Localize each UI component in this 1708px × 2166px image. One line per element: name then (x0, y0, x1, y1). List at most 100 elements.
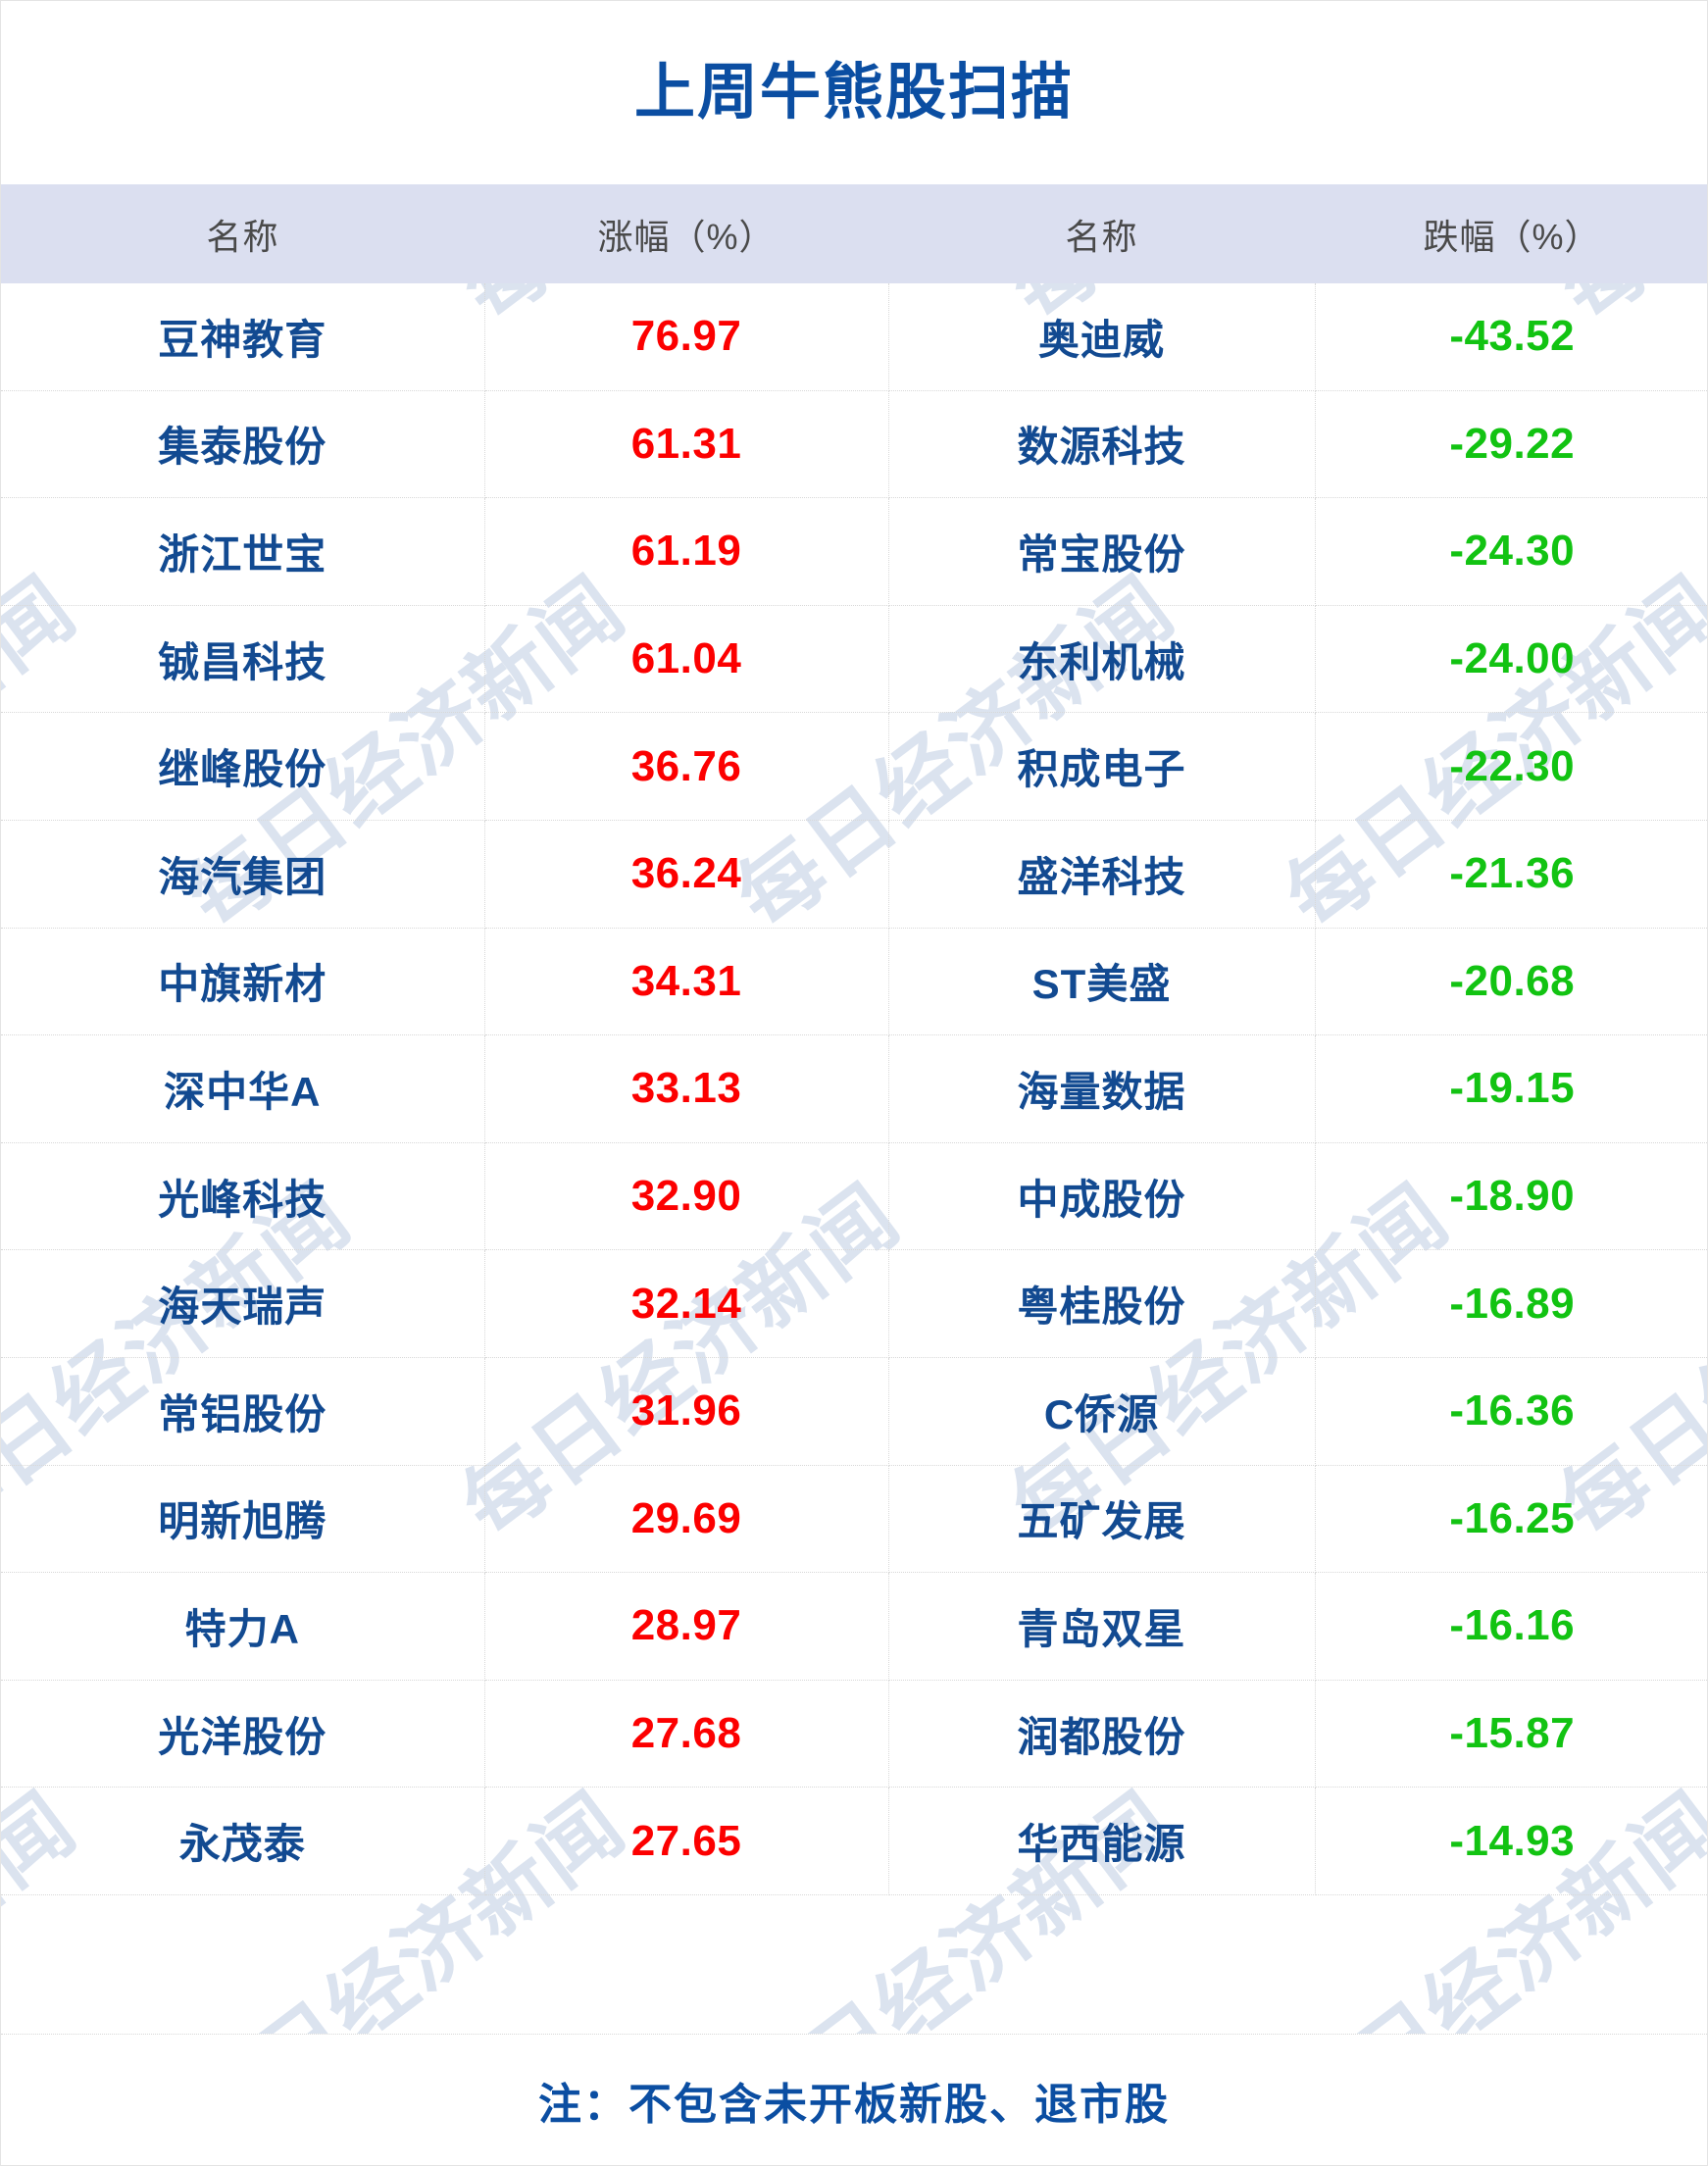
cell-loser-name: 润都股份 (888, 1680, 1316, 1788)
cell-gain-percent: 76.97 (484, 283, 889, 391)
cell-gain-percent: 29.69 (484, 1465, 889, 1574)
cell-loser-name-text: 积成电子 (1017, 746, 1186, 793)
cell-gainer-name-text: 永茂泰 (178, 1821, 306, 1868)
cell-gainer-name-text: 光洋股份 (158, 1713, 327, 1760)
cell-gain-percent-text: 61.19 (630, 527, 742, 576)
cell-gain-percent: 32.90 (484, 1142, 889, 1251)
cell-loss-percent: -16.25 (1315, 1465, 1707, 1574)
cell-loss-percent: -18.90 (1315, 1142, 1707, 1251)
cell-loser-name-text: 五矿发展 (1017, 1498, 1186, 1545)
cell-gain-percent: 27.65 (484, 1787, 889, 1895)
cell-gainer-name: 永茂泰 (1, 1787, 485, 1895)
column-header-gain-percent: 涨幅（%） (484, 184, 888, 283)
cell-loss-percent-text: -14.93 (1449, 1816, 1576, 1865)
cell-gainer-name: 豆神教育 (1, 283, 485, 391)
table-row: 浙江世宝 61.19 常宝股份 -24.30 (1, 497, 1707, 606)
cell-loss-percent: -21.36 (1315, 820, 1707, 929)
table-body: 豆神教育 76.97 奥迪威 -43.52 集泰股份 61.31 数源科技 -29.22 浙江世… (1, 283, 1707, 1895)
cell-gainer-name: 铖昌科技 (1, 605, 485, 714)
cell-loss-percent: -16.89 (1315, 1249, 1707, 1358)
cell-loser-name-text: 华西能源 (1017, 1821, 1186, 1868)
cell-gainer-name-text: 深中华A (164, 1068, 322, 1115)
cell-loss-percent-text: -15.87 (1449, 1709, 1576, 1758)
cell-gainer-name-text: 海汽集团 (158, 853, 327, 900)
cell-gain-percent-text: 27.65 (630, 1816, 742, 1865)
cell-gainer-name: 海汽集团 (1, 820, 485, 929)
cell-loser-name: 东利机械 (888, 605, 1316, 714)
cell-loss-percent: -43.52 (1315, 283, 1707, 391)
cell-loser-name: 青岛双星 (888, 1572, 1316, 1681)
cell-loser-name: ST美盛 (888, 928, 1316, 1036)
cell-loss-percent: -22.30 (1315, 712, 1707, 821)
cell-gain-percent-text: 29.69 (630, 1493, 742, 1542)
cell-gain-percent-text: 36.76 (630, 741, 742, 790)
cell-loss-percent: -16.36 (1315, 1357, 1707, 1466)
column-header-gainer-name: 名称 (1, 184, 484, 283)
cell-loss-percent: -14.93 (1315, 1787, 1707, 1895)
cell-loss-percent-text: -16.89 (1449, 1279, 1576, 1328)
cell-gain-percent: 31.96 (484, 1357, 889, 1466)
cell-gain-percent: 36.24 (484, 820, 889, 929)
footnote-bar: 注：不包含未开板新股、退市股 (1, 2034, 1707, 2165)
cell-loser-name-text: 数源科技 (1017, 424, 1186, 471)
cell-loss-percent-text: -16.36 (1449, 1386, 1576, 1436)
cell-loser-name: C侨源 (888, 1357, 1316, 1466)
cell-gainer-name-text: 豆神教育 (158, 316, 327, 363)
cell-loser-name-text: 东利机械 (1017, 638, 1186, 685)
cell-gain-percent-text: 27.68 (630, 1709, 742, 1758)
cell-gain-percent: 32.14 (484, 1249, 889, 1358)
cell-loss-percent: -20.68 (1315, 928, 1707, 1036)
cell-gain-percent-text: 34.31 (630, 956, 742, 1005)
table-row: 深中华A 33.13 海量数据 -19.15 (1, 1034, 1707, 1143)
cell-gain-percent: 61.31 (484, 390, 889, 499)
cell-loss-percent-text: -21.36 (1449, 849, 1576, 898)
cell-loss-percent: -19.15 (1315, 1034, 1707, 1143)
table-row: 明新旭腾 29.69 五矿发展 -16.25 (1, 1465, 1707, 1574)
cell-gainer-name-text: 海天瑞声 (158, 1284, 327, 1331)
cell-gainer-name-text: 中旗新材 (158, 961, 327, 1008)
cell-loss-percent-text: -24.00 (1449, 634, 1576, 683)
cell-loser-name: 粤桂股份 (888, 1249, 1316, 1358)
cell-loser-name-text: C侨源 (1043, 1390, 1160, 1437)
cell-gainer-name: 集泰股份 (1, 390, 485, 499)
cell-loss-percent: -24.00 (1315, 605, 1707, 714)
cell-loser-name: 积成电子 (888, 712, 1316, 821)
cell-gainer-name: 中旗新材 (1, 928, 485, 1036)
bull-bear-table: 名称 涨幅（%） 名称 跌幅（%） 豆神教育 76.97 奥迪威 -43.52 集泰股份… (1, 184, 1707, 1895)
cell-gain-percent-text: 36.24 (630, 849, 742, 898)
cell-loser-name-text: 粤桂股份 (1017, 1284, 1186, 1331)
page-title: 上周牛熊股扫描 (633, 58, 1074, 126)
table-row: 永茂泰 27.65 华西能源 -14.93 (1, 1787, 1707, 1895)
cell-gainer-name-text: 铖昌科技 (158, 638, 327, 685)
card-title-bar: 上周牛熊股扫描 (1, 1, 1707, 184)
cell-loss-percent-text: -16.25 (1449, 1493, 1576, 1542)
cell-loss-percent-text: -43.52 (1449, 312, 1576, 361)
cell-loser-name: 盛洋科技 (888, 820, 1316, 929)
cell-loser-name: 中成股份 (888, 1142, 1316, 1251)
cell-gain-percent-text: 32.90 (630, 1172, 742, 1221)
cell-gainer-name-text: 浙江世宝 (158, 530, 327, 578)
cell-loss-percent-text: -22.30 (1449, 741, 1576, 790)
table-row: 光洋股份 27.68 润都股份 -15.87 (1, 1680, 1707, 1788)
cell-loser-name-text: 青岛双星 (1017, 1605, 1186, 1652)
cell-loser-name-text: 常宝股份 (1017, 530, 1186, 578)
table-row: 光峰科技 32.90 中成股份 -18.90 (1, 1142, 1707, 1251)
cell-gain-percent: 33.13 (484, 1034, 889, 1143)
cell-gain-percent: 27.68 (484, 1680, 889, 1788)
cell-gain-percent: 61.04 (484, 605, 889, 714)
cell-gainer-name: 特力A (1, 1572, 485, 1681)
table-row: 豆神教育 76.97 奥迪威 -43.52 (1, 283, 1707, 391)
cell-gainer-name: 海天瑞声 (1, 1249, 485, 1358)
cell-gain-percent: 28.97 (484, 1572, 889, 1681)
cell-loser-name: 常宝股份 (888, 497, 1316, 606)
cell-loser-name-text: 奥迪威 (1037, 316, 1165, 363)
table-row: 特力A 28.97 青岛双星 -16.16 (1, 1572, 1707, 1681)
cell-gain-percent-text: 28.97 (630, 1601, 742, 1650)
cell-gainer-name: 深中华A (1, 1034, 485, 1143)
cell-loser-name-text: 盛洋科技 (1017, 853, 1186, 900)
cell-loser-name: 海量数据 (888, 1034, 1316, 1143)
cell-loss-percent: -29.22 (1315, 390, 1707, 499)
cell-loser-name-text: ST美盛 (1031, 961, 1172, 1008)
cell-gainer-name: 常铝股份 (1, 1357, 485, 1466)
cell-loss-percent: -24.30 (1315, 497, 1707, 606)
